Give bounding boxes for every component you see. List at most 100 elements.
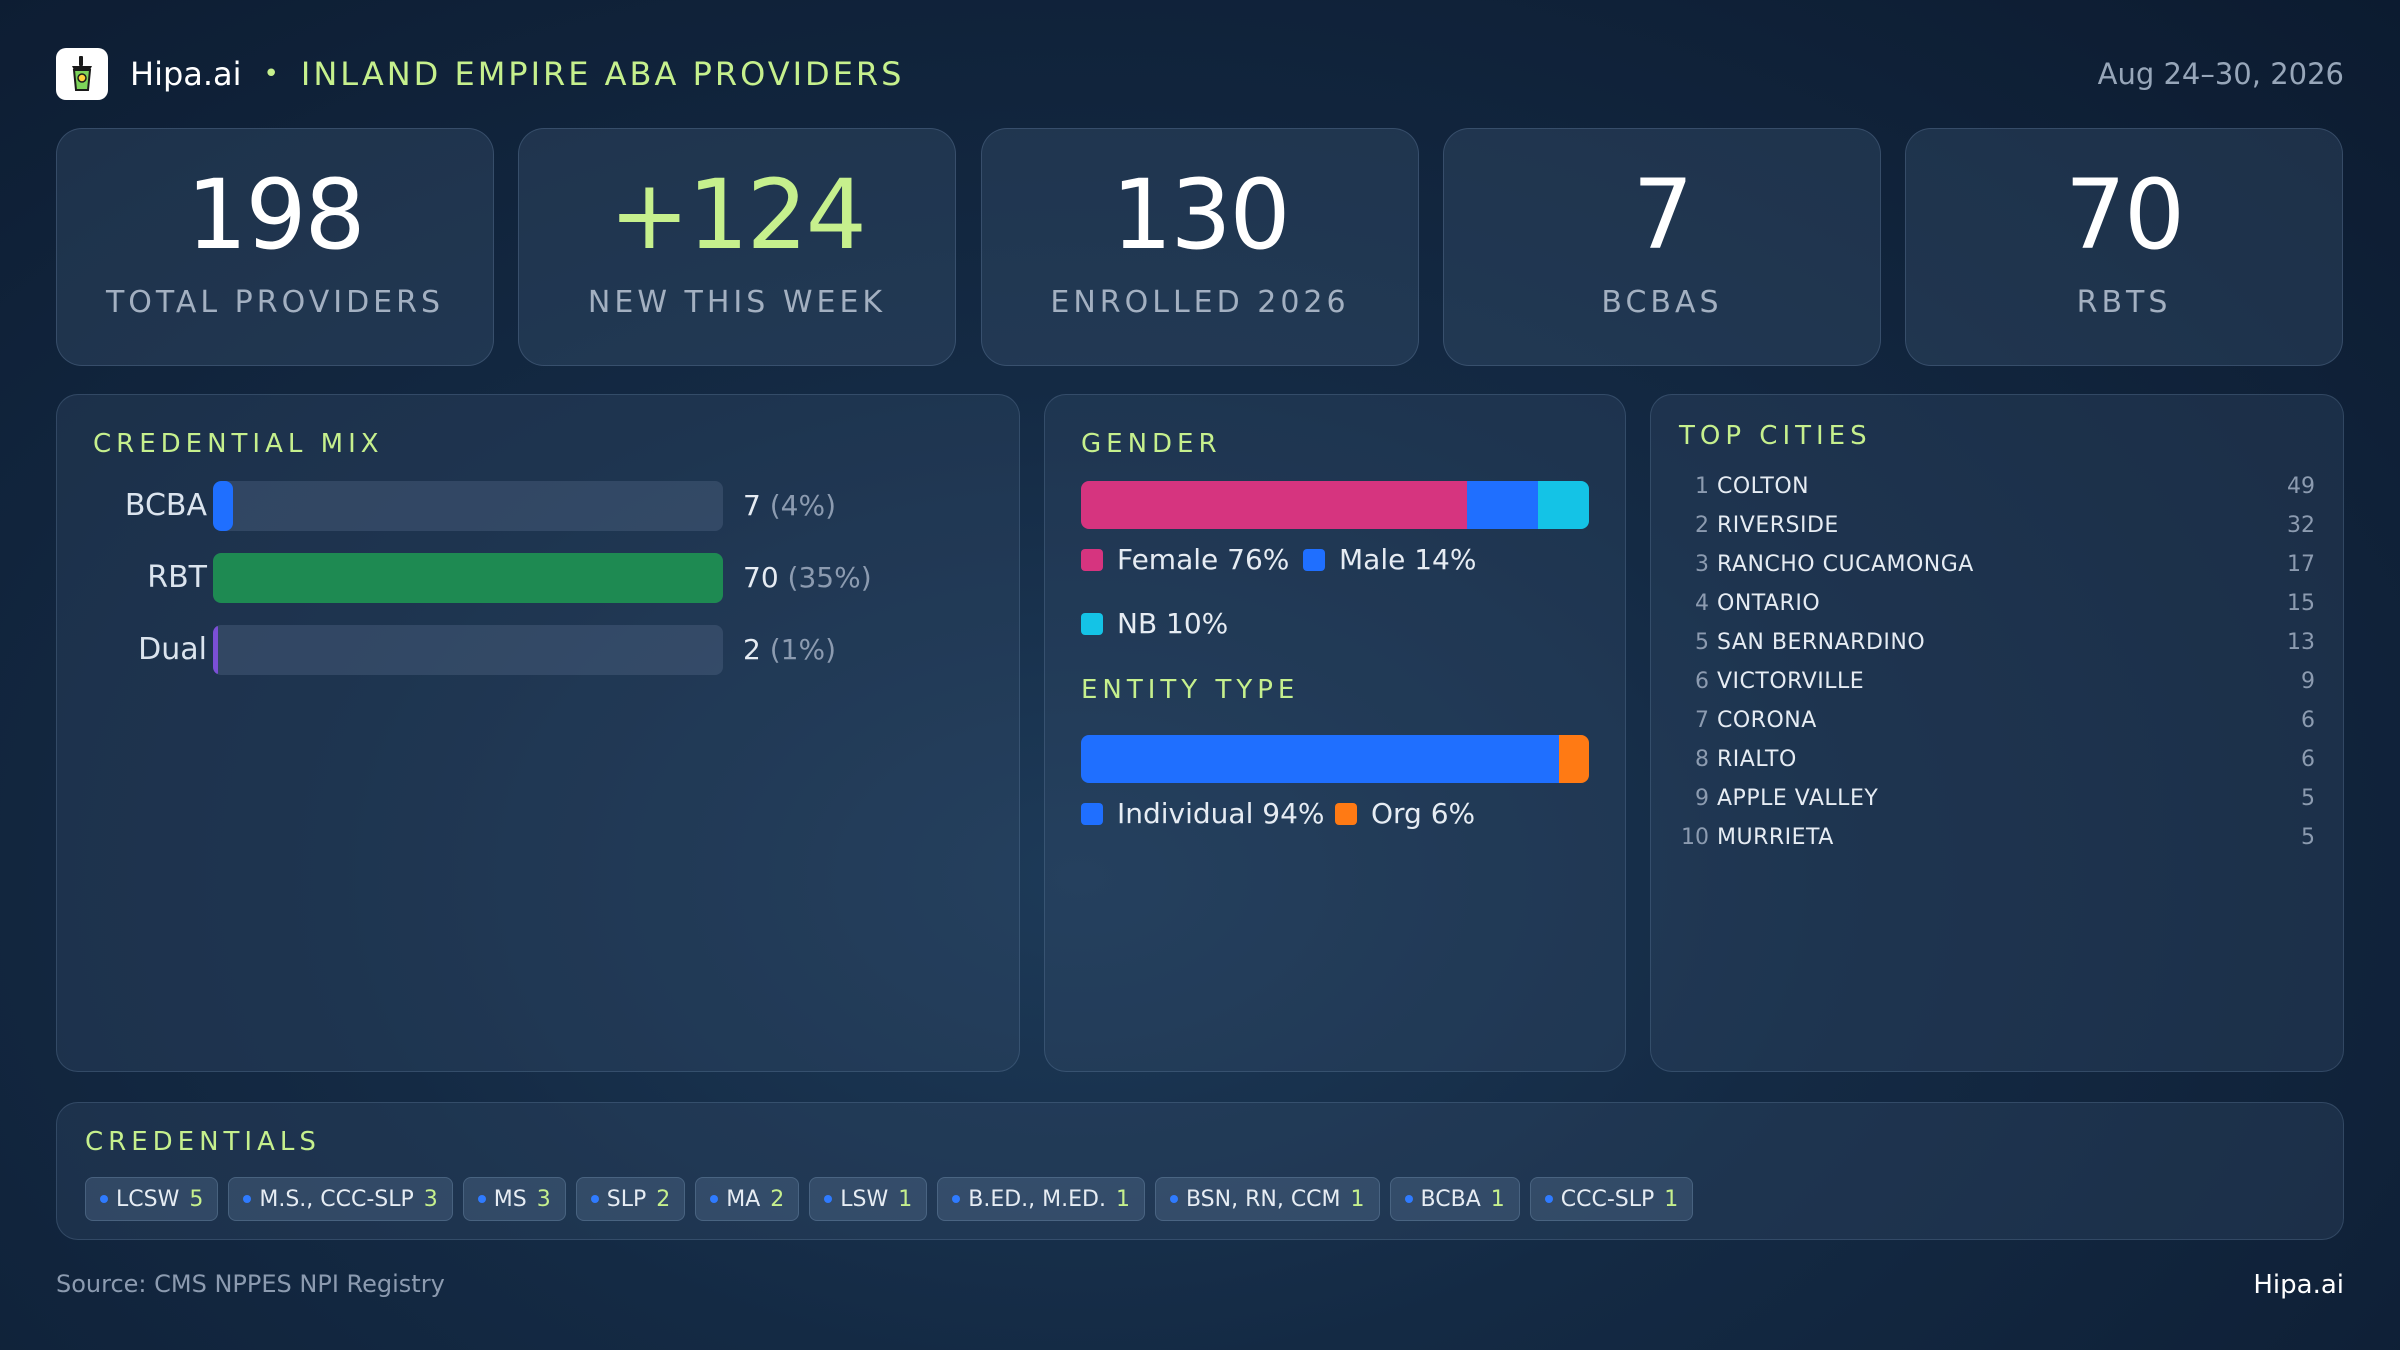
city-count: 13 [2287,630,2315,655]
kpi-value: +124 [609,159,867,271]
bullet-dot-icon [590,1195,599,1203]
legend-nb: NB 10% [1081,607,1228,640]
chip-label: LSW [840,1186,889,1212]
city-name: COLTON [1717,474,1810,499]
city-count: 32 [2287,513,2315,538]
credential-chip[interactable]: MA 2 [695,1177,800,1221]
mix-value: 70 (35%) [743,561,872,594]
city-name: APPLE VALLEY [1717,786,1879,811]
kpi-label: NEW THIS WEEK [587,285,887,320]
credential-mix-row-dual: Dual 2 (1%) [57,625,1019,675]
credential-mix-row-rbt: RBT 70 (35%) [57,553,1019,603]
stack-segment [1081,735,1559,783]
city-rank: 8 [1695,747,1709,772]
top-cities-panel: TOP CITIES 1 COLTON 49 2 RIVERSIDE 32 3 RANCHO … [1650,394,2344,1072]
kpi-value: 7 [1632,159,1693,271]
chip-count: 5 [189,1186,204,1212]
chip-label: B.ED., M.ED. [968,1186,1106,1212]
bullet-dot-icon [1169,1195,1178,1203]
city-count: 5 [2301,786,2315,811]
city-rank: 1 [1695,474,1709,499]
credential-chip[interactable]: B.ED., M.ED. 1 [937,1177,1145,1221]
chip-label: CCC-SLP [1560,1186,1655,1212]
kpi-new-this-week: +124 NEW THIS WEEK [518,128,956,366]
chip-label: M.S., CCC-SLP [259,1186,414,1212]
brand-name: Hipa.ai [130,55,242,93]
legend-swatch [1303,548,1325,571]
chip-label: BCBA [1420,1186,1481,1212]
bullet-dot-icon [710,1195,719,1203]
city-row: 7 CORONA 6 [1651,701,2343,740]
kpi-label: RBTS [2076,285,2172,320]
legend-swatch [1081,802,1103,825]
city-row: 3 RANCHO CUCAMONGA 17 [1651,545,2343,584]
city-count: 9 [2301,669,2315,694]
stack-segment [1538,481,1589,529]
bullet-dot-icon [952,1195,961,1203]
source-note: Source: CMS NPPES NPI Registry [56,1270,445,1298]
title-separator: • [263,59,279,89]
city-list: 1 COLTON 4 9 2 RIVERSIDE 32 3 RANCHO CUCAMONGA 17… [1651,467,2343,867]
credential-mix-panel: CREDENTIAL MIX BCBA 7 (4%) RBT 70 (35%) … [56,394,1020,1072]
city-count: 5 [2301,825,2315,850]
kpi-value: 70 [2064,159,2185,271]
panel-title: GENDER [1081,429,1222,459]
gender-stacked-bar [1081,481,1589,529]
chip-count: 2 [770,1186,785,1212]
credential-chip[interactable]: CCC-SLP 1 [1529,1177,1694,1221]
city-rank: 10 [1681,825,1709,850]
city-rank: 2 [1695,513,1709,538]
city-name: CORONA [1717,708,1817,733]
legend-swatch [1335,802,1357,825]
kpi-value: 130 [1111,159,1290,271]
legend-swatch [1081,548,1103,571]
mix-fill [213,481,234,531]
city-count: 6 [2301,747,2315,772]
bullet-dot-icon [1544,1195,1553,1203]
bullet-dot-icon [824,1195,833,1203]
legend-individual: Individual 94% [1081,797,1325,830]
city-count: 17 [2287,552,2315,577]
panel-title: CREDENTIALS [85,1127,321,1157]
kpi-bcbas: 7 BCBAS [1443,128,1881,366]
city-row: 10 MURRIETA 5 [1651,818,2343,857]
mix-value: 2 (1%) [743,633,837,666]
kpi-label: ENROLLED 2026 [1050,285,1350,320]
gender-entity-panel: GENDER Female 76% Male 14% NB 10% ENTITY… [1044,394,1626,1072]
chip-label: MA [726,1186,761,1212]
city-rank: 5 [1695,630,1709,655]
chip-count: 1 [1350,1186,1365,1212]
city-row: 8 RIALTO 6 [1651,740,2343,779]
city-row: 6 VICTORVILLE 9 [1651,662,2343,701]
bullet-dot-icon [243,1195,252,1203]
dashboard-title: INLAND EMPIRE ABA PROVIDERS [300,55,905,93]
footer-brand: Hipa.ai [2253,1270,2344,1300]
city-rank: 7 [1695,708,1709,733]
city-rank: 9 [1695,786,1709,811]
mix-label: BCBA [124,488,207,523]
kpi-enrolled-2026: 130 ENROLLED 2026 [981,128,1419,366]
mix-label: RBT [147,560,207,595]
city-name: RIVERSIDE [1717,513,1839,538]
city-row: 4 ONTARIO 15 [1651,584,2343,623]
city-name: VICTORVILLE [1717,669,1865,694]
credential-chip[interactable]: LCSW 5 [85,1177,219,1221]
kpi-total-providers: 198 TOTAL PROVIDERS [56,128,494,366]
bullet-dot-icon [100,1195,108,1203]
credential-chip[interactable]: SLP 2 [575,1177,686,1221]
city-row: 9 APPLE VALLEY 5 [1651,779,2343,818]
chip-count: 1 [898,1186,913,1212]
city-name: MURRIETA [1717,825,1834,850]
credential-chip[interactable]: MS 3 [462,1177,566,1221]
credential-chip[interactable]: LSW 1 [809,1177,928,1221]
city-rank: 4 [1695,591,1709,616]
chip-label: MS [493,1186,527,1212]
date-range: Aug 24–30, 2026 [2097,57,2344,91]
mix-fill [213,625,219,675]
entity-type-stacked-bar [1081,735,1589,783]
credential-chip[interactable]: M.S., CCC-SLP 3 [228,1177,453,1221]
credential-chip[interactable]: BSN, RN, CCM 1 [1154,1177,1380,1221]
panel-title: ENTITY TYPE [1081,675,1300,705]
chip-count: 2 [656,1186,671,1212]
credential-chip[interactable]: BCBA 1 [1389,1177,1520,1221]
